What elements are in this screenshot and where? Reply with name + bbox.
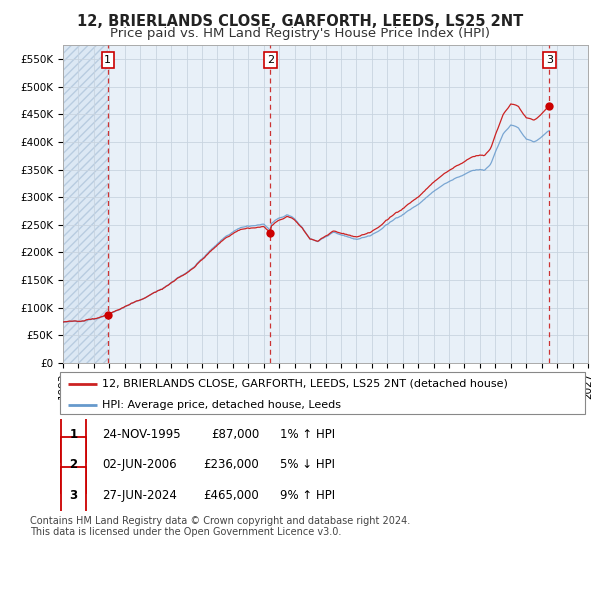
Text: HPI: Average price, detached house, Leeds: HPI: Average price, detached house, Leed… bbox=[102, 400, 341, 410]
Text: 5% ↓ HPI: 5% ↓ HPI bbox=[281, 458, 335, 471]
FancyBboxPatch shape bbox=[61, 406, 86, 463]
Text: 9% ↑ HPI: 9% ↑ HPI bbox=[281, 489, 335, 502]
Text: 12, BRIERLANDS CLOSE, GARFORTH, LEEDS, LS25 2NT (detached house): 12, BRIERLANDS CLOSE, GARFORTH, LEEDS, L… bbox=[102, 379, 508, 389]
Text: 1% ↑ HPI: 1% ↑ HPI bbox=[281, 428, 335, 441]
Text: 1: 1 bbox=[70, 428, 78, 441]
Text: £236,000: £236,000 bbox=[204, 458, 260, 471]
FancyBboxPatch shape bbox=[61, 467, 86, 524]
Text: 3: 3 bbox=[546, 55, 553, 65]
FancyBboxPatch shape bbox=[61, 437, 86, 493]
Text: Price paid vs. HM Land Registry's House Price Index (HPI): Price paid vs. HM Land Registry's House … bbox=[110, 27, 490, 40]
Text: 3: 3 bbox=[70, 489, 78, 502]
Text: 02-JUN-2006: 02-JUN-2006 bbox=[102, 458, 176, 471]
Text: 27-JUN-2024: 27-JUN-2024 bbox=[102, 489, 177, 502]
Text: 24-NOV-1995: 24-NOV-1995 bbox=[102, 428, 181, 441]
Text: £87,000: £87,000 bbox=[211, 428, 260, 441]
Text: Contains HM Land Registry data © Crown copyright and database right 2024.
This d: Contains HM Land Registry data © Crown c… bbox=[30, 516, 410, 537]
FancyBboxPatch shape bbox=[60, 372, 585, 414]
Bar bbox=[63, 45, 108, 363]
Text: 1: 1 bbox=[104, 55, 111, 65]
Text: 2: 2 bbox=[266, 55, 274, 65]
Text: 12, BRIERLANDS CLOSE, GARFORTH, LEEDS, LS25 2NT: 12, BRIERLANDS CLOSE, GARFORTH, LEEDS, L… bbox=[77, 14, 523, 29]
Text: £465,000: £465,000 bbox=[204, 489, 260, 502]
Text: 2: 2 bbox=[70, 458, 78, 471]
